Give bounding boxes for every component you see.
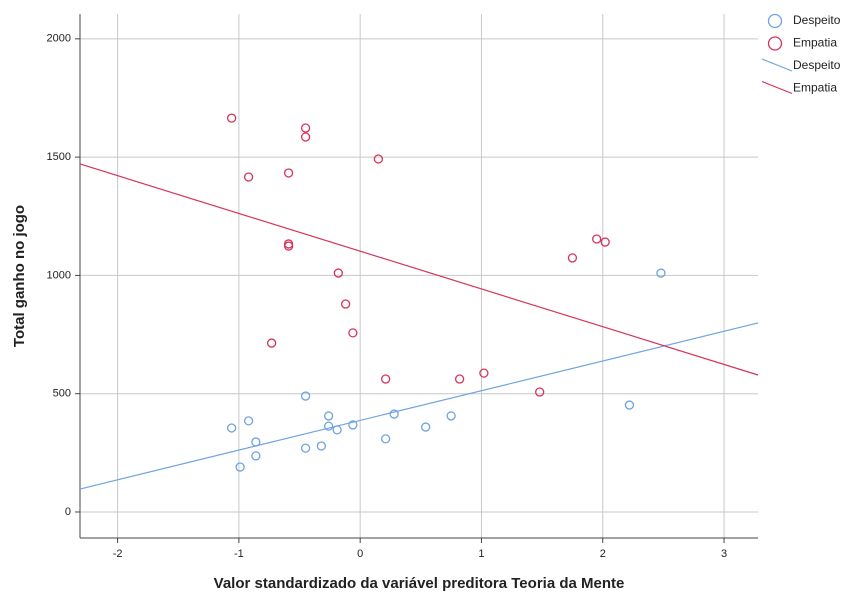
y-tick-label: 1500 [47, 151, 71, 163]
point [316, 441, 327, 451]
point [479, 368, 489, 378]
legend-text: Empatia [793, 81, 837, 95]
point [624, 400, 635, 410]
legend-text: Despeito [793, 13, 841, 27]
point [592, 234, 602, 244]
fit-line [79, 163, 759, 376]
point [600, 237, 610, 247]
point [348, 328, 358, 338]
x-tick-label: -1 [234, 548, 244, 560]
y-axis-title: Total ganho no jogo [11, 205, 28, 347]
point [421, 422, 431, 432]
point [300, 391, 311, 401]
point [235, 462, 245, 472]
point [373, 154, 384, 164]
legend-text: Despeito [793, 58, 841, 72]
point [226, 113, 237, 123]
point [300, 443, 311, 453]
point [283, 168, 294, 178]
x-tick-label: 1 [478, 548, 484, 560]
x-tick-label: 2 [600, 548, 606, 560]
y-tick-label: 500 [53, 388, 71, 400]
x-axis-title: Valor standardizado da variável preditor… [214, 575, 625, 592]
point [446, 411, 456, 421]
point [283, 241, 294, 251]
legend-marker [767, 36, 783, 51]
point [656, 268, 666, 278]
x-tick-label: 0 [357, 548, 363, 560]
point [567, 253, 578, 263]
legend-text: Empatia [793, 36, 837, 50]
legend-line [761, 58, 793, 72]
point [333, 268, 343, 278]
point [454, 374, 465, 384]
point [243, 172, 254, 182]
y-tick-label: 0 [65, 506, 71, 518]
point [251, 451, 261, 461]
point [380, 374, 391, 384]
legend-line [761, 80, 793, 95]
point [266, 338, 277, 348]
point [340, 299, 351, 309]
point [323, 411, 334, 421]
legend-marker [767, 13, 783, 29]
y-tick-label: 2000 [47, 33, 71, 45]
point [323, 421, 334, 431]
point [226, 423, 237, 433]
point [243, 416, 254, 426]
point [300, 132, 311, 142]
point [348, 420, 358, 430]
point [389, 409, 399, 419]
fit-line [79, 322, 759, 490]
y-tick-label: 1000 [47, 269, 71, 281]
point [535, 387, 545, 397]
x-tick-label: 3 [721, 548, 727, 560]
x-tick-label: -2 [113, 548, 123, 560]
point [300, 123, 311, 133]
point [380, 434, 391, 444]
